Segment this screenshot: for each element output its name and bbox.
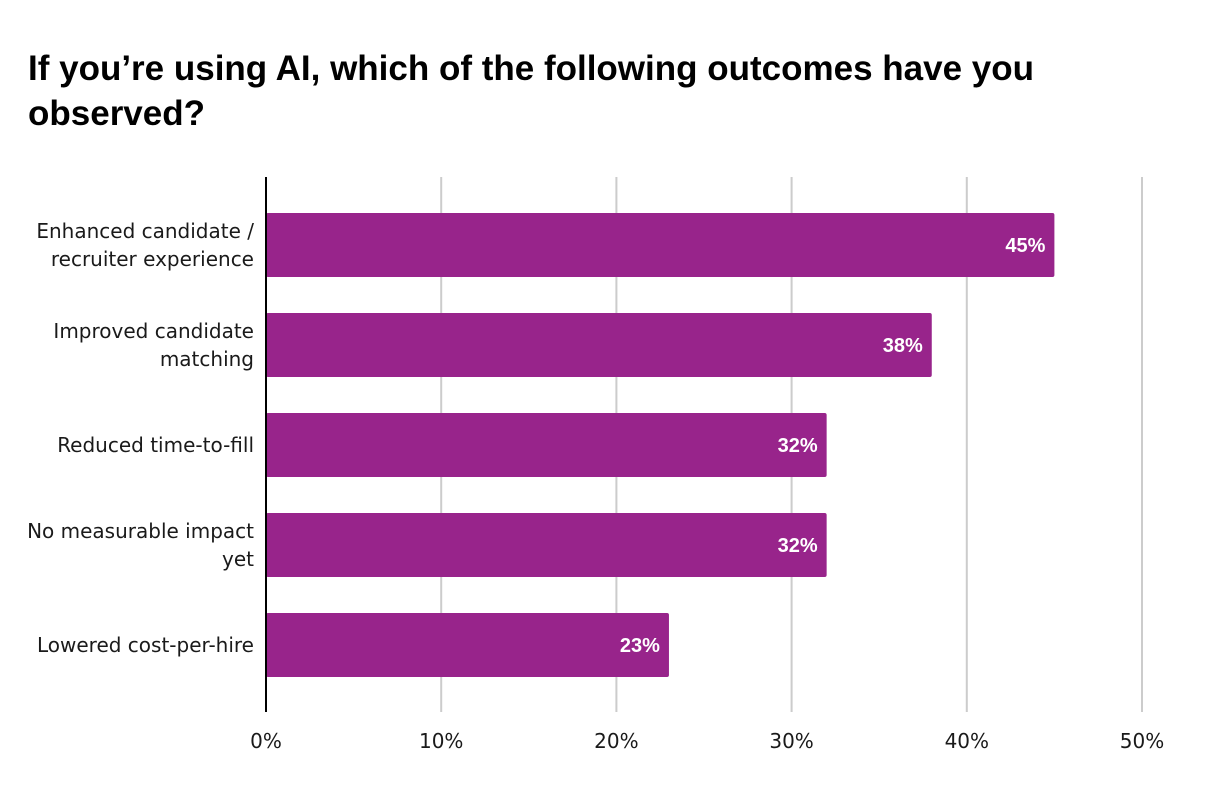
category-label-0-0: Enhanced candidate / [36,219,254,243]
bars [266,213,1055,677]
category-label-1-0: Improved candidate [53,319,254,343]
bar-3 [266,513,827,577]
category-label-4-0: Lowered cost-per-hire [37,633,254,657]
category-label-3-0: No measurable impact [27,519,254,543]
bar-value-label-4: 23% [620,635,660,657]
labels: 0% 10% 20% 30% 40% 50% 45% Enhanced candidate /… [27,219,1164,753]
chart-title: If you’re using AI, which of the followi… [28,49,1034,133]
x-tick-label-20: 20% [594,729,638,753]
bar-2 [266,413,827,477]
category-label-0-1: recruiter experience [51,247,254,271]
bar-0 [266,213,1055,277]
x-tick-label-10: 10% [419,729,463,753]
bar-1 [266,313,932,377]
bar-value-label-3: 32% [778,535,818,557]
bar-value-label-0: 45% [1005,235,1045,257]
category-label-3-1: yet [222,547,254,571]
x-tick-label-0: 0% [250,729,282,753]
x-tick-label-30: 30% [769,729,813,753]
x-tick-label-50: 50% [1120,729,1164,753]
category-label-1-1: matching [160,347,254,371]
x-tick-label-40: 40% [945,729,989,753]
bar-value-label-2: 32% [778,435,818,457]
bar-value-label-1: 38% [883,335,923,357]
category-label-2-0: Reduced time-to-fill [57,433,254,457]
bar-4 [266,613,669,677]
